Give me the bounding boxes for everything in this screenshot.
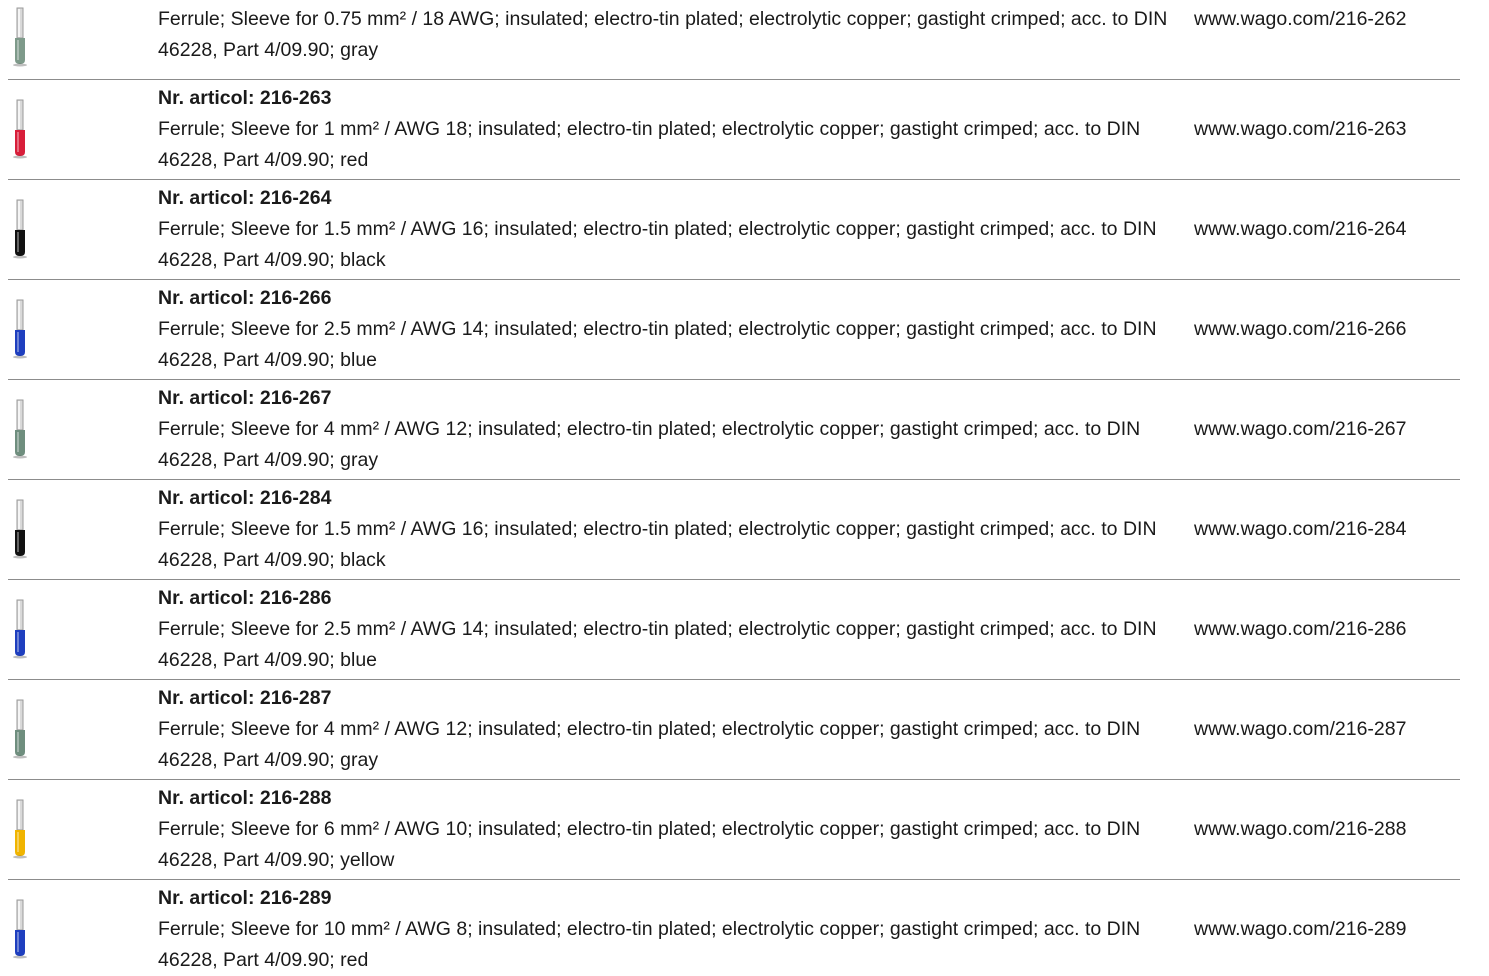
product-link[interactable]: www.wago.com/216-288 [1194,818,1407,840]
ferrule-black-icon [8,196,32,260]
row-divider [8,579,1460,580]
row-divider [8,179,1460,180]
article-number: Nr. articol: 216-288 [158,787,332,809]
article-number: Nr. articol: 216-286 [158,587,332,609]
article-description: Ferrule; Sleeve for 2.5 mm² / AWG 14; in… [158,318,1157,371]
product-link[interactable]: www.wago.com/216-284 [1194,518,1407,540]
list-item: Nr. articol: 216-289 Ferrule; Sleeve for … [0,880,1489,976]
article-text: Nr. articol: 216-266 Ferrule; Sleeve for … [158,283,1180,376]
article-number: Nr. articol: 216-289 [158,887,332,909]
article-description: Ferrule; Sleeve for 6 mm² / AWG 10; insu… [158,818,1141,871]
list-item: Nr. articol: 216-284 Ferrule; Sleeve for … [0,480,1489,580]
list-item: Ferrule; Sleeve for 0.75 mm² / 18 AWG; i… [0,0,1489,80]
product-link[interactable]: www.wago.com/216-263 [1194,118,1407,140]
row-divider [8,479,1460,480]
product-link[interactable]: www.wago.com/216-264 [1194,218,1407,240]
article-text: Ferrule; Sleeve for 0.75 mm² / 18 AWG; i… [158,4,1180,66]
ferrule-black-icon [8,496,32,560]
ferrule-blue-icon [8,296,32,360]
list-item: Nr. articol: 216-286 Ferrule; Sleeve for … [0,580,1489,680]
article-description: Ferrule; Sleeve for 1.5 mm² / AWG 16; in… [158,518,1157,571]
list-item: Nr. articol: 216-263 Ferrule; Sleeve for … [0,80,1489,180]
article-description: Ferrule; Sleeve for 1.5 mm² / AWG 16; in… [158,218,1157,271]
article-number: Nr. articol: 216-264 [158,187,332,209]
article-description: Ferrule; Sleeve for 1 mm² / AWG 18; insu… [158,118,1141,171]
article-description: Ferrule; Sleeve for 4 mm² / AWG 12; insu… [158,418,1141,471]
list-item: Nr. articol: 216-266 Ferrule; Sleeve for … [0,280,1489,380]
row-divider [8,779,1460,780]
list-item: Nr. articol: 216-267 Ferrule; Sleeve for … [0,380,1489,480]
list-item: Nr. articol: 216-264 Ferrule; Sleeve for … [0,180,1489,280]
article-text: Nr. articol: 216-284 Ferrule; Sleeve for … [158,483,1180,576]
article-text: Nr. articol: 216-263 Ferrule; Sleeve for … [158,83,1180,176]
article-number: Nr. articol: 216-263 [158,87,332,109]
list-item: Nr. articol: 216-287 Ferrule; Sleeve for … [0,680,1489,780]
article-text: Nr. articol: 216-287 Ferrule; Sleeve for … [158,683,1180,776]
product-link[interactable]: www.wago.com/216-289 [1194,918,1407,940]
article-description: Ferrule; Sleeve for 4 mm² / AWG 12; insu… [158,718,1141,771]
product-link[interactable]: www.wago.com/216-266 [1194,318,1407,340]
article-text: Nr. articol: 216-286 Ferrule; Sleeve for … [158,583,1180,676]
article-text: Nr. articol: 216-267 Ferrule; Sleeve for … [158,383,1180,476]
product-link[interactable]: www.wago.com/216-287 [1194,718,1407,740]
article-description: Ferrule; Sleeve for 2.5 mm² / AWG 14; in… [158,618,1157,671]
product-link[interactable]: www.wago.com/216-286 [1194,618,1407,640]
ferrule-red-icon [8,96,32,160]
ferrule-gray-icon [8,4,32,68]
ferrule-gray-icon [8,396,32,460]
article-description: Ferrule; Sleeve for 0.75 mm² / 18 AWG; i… [158,8,1168,61]
ferrule-blue-icon [8,896,32,960]
article-description: Ferrule; Sleeve for 10 mm² / AWG 8; insu… [158,918,1141,971]
row-divider [8,79,1460,80]
product-link[interactable]: www.wago.com/216-267 [1194,418,1407,440]
article-number: Nr. articol: 216-287 [158,687,332,709]
row-divider [8,379,1460,380]
ferrule-yellow-icon [8,796,32,860]
ferrule-gray-icon [8,696,32,760]
list-item: Nr. articol: 216-288 Ferrule; Sleeve for … [0,780,1489,880]
row-divider [8,279,1460,280]
article-text: Nr. articol: 216-264 Ferrule; Sleeve for … [158,183,1180,276]
ferrule-blue-icon [8,596,32,660]
article-number: Nr. articol: 216-267 [158,387,332,409]
article-number: Nr. articol: 216-266 [158,287,332,309]
product-link[interactable]: www.wago.com/216-262 [1194,8,1407,30]
article-text: Nr. articol: 216-288 Ferrule; Sleeve for … [158,783,1180,876]
article-text: Nr. articol: 216-289 Ferrule; Sleeve for … [158,883,1180,976]
row-divider [8,879,1460,880]
article-number: Nr. articol: 216-284 [158,487,332,509]
row-divider [8,679,1460,680]
